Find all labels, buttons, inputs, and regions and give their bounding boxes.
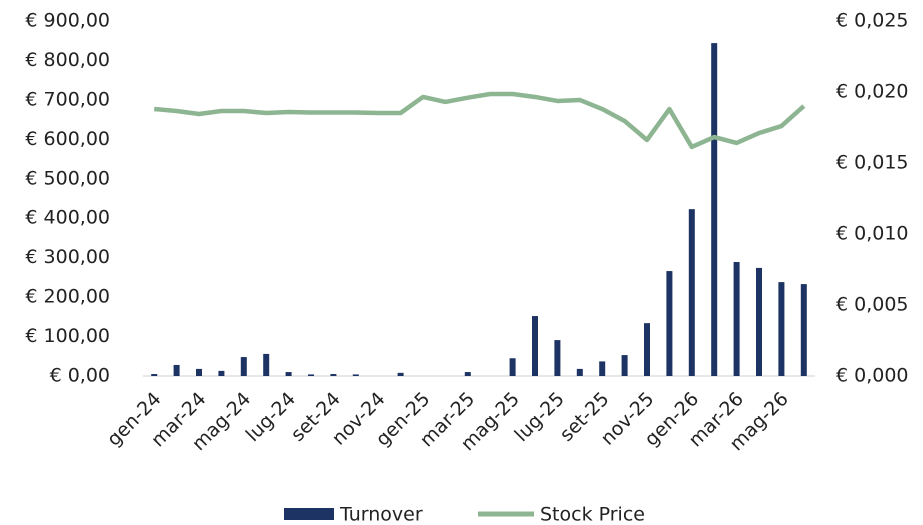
bar <box>151 374 158 376</box>
bar <box>509 358 516 376</box>
y-tick-label: € 300,00 <box>25 246 110 268</box>
y-tick-label: € 900,00 <box>25 10 110 32</box>
legend-label: Turnover <box>339 504 423 525</box>
bar <box>532 316 538 376</box>
bar <box>240 357 247 376</box>
bar <box>330 374 337 376</box>
bar <box>196 368 202 376</box>
bar <box>800 284 807 376</box>
bar <box>554 340 561 376</box>
y2-tick-label: € 0,005 <box>836 294 909 316</box>
y-tick-label: € 600,00 <box>25 128 110 150</box>
bar <box>576 368 583 376</box>
y2-tick-label: € 0,025 <box>836 10 909 32</box>
bar <box>173 364 180 376</box>
y-tick-label: € 700,00 <box>25 88 110 110</box>
x-tick-label: lug-24 <box>242 388 300 446</box>
y-tick-label: € 500,00 <box>25 167 110 189</box>
y-tick-label: € 800,00 <box>25 49 110 71</box>
bar <box>778 282 785 376</box>
bar <box>308 374 314 376</box>
y2-tick-label: € 0,010 <box>836 223 909 245</box>
bar <box>464 372 471 376</box>
bar <box>397 372 404 376</box>
line <box>154 91 806 150</box>
y-tick-label: € 400,00 <box>25 207 110 229</box>
legend-swatch <box>284 508 334 520</box>
x-tick-label: lug-25 <box>511 388 569 446</box>
y-tick-label: € 100,00 <box>25 325 110 347</box>
bar <box>756 267 762 376</box>
bar <box>285 372 292 376</box>
bar <box>711 43 718 376</box>
bar <box>666 271 673 376</box>
y2-tick-label: € 0,015 <box>836 152 909 174</box>
y-tick-label: € 0,00 <box>50 365 110 387</box>
bar <box>688 209 695 376</box>
legend-label: Stock Price <box>540 504 645 525</box>
bar <box>352 374 359 376</box>
bar <box>644 323 650 376</box>
bar <box>599 361 606 376</box>
bar <box>733 262 740 376</box>
y2-tick-label: € 0,000 <box>836 365 909 387</box>
bar <box>218 370 225 376</box>
bar <box>263 353 270 376</box>
y-tick-label: € 200,00 <box>25 286 110 308</box>
bar <box>621 355 628 376</box>
y2-tick-label: € 0,020 <box>836 81 909 103</box>
